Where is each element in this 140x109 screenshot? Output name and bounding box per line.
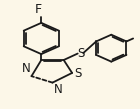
Text: N: N: [22, 62, 31, 75]
Text: S: S: [77, 47, 84, 60]
Text: S: S: [74, 67, 81, 80]
Text: N: N: [54, 83, 63, 96]
Text: F: F: [35, 3, 42, 16]
